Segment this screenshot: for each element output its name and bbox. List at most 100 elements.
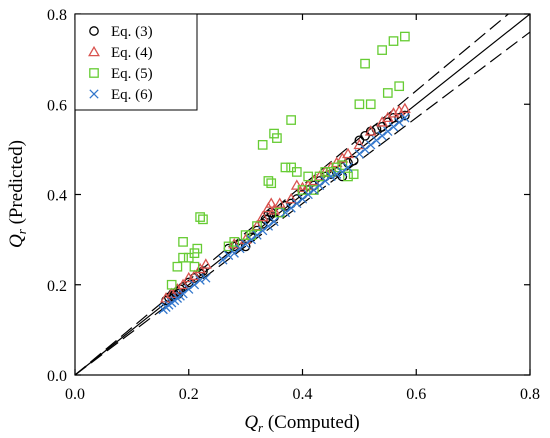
data-point bbox=[240, 230, 251, 240]
data-point bbox=[188, 269, 201, 280]
data-point bbox=[258, 225, 268, 236]
data-point bbox=[398, 102, 411, 114]
x-axis-label-text: (Computed) bbox=[263, 412, 360, 433]
data-point bbox=[331, 169, 342, 179]
data-point bbox=[394, 81, 405, 92]
legend-label: Eq. (5) bbox=[111, 66, 153, 82]
data-point bbox=[337, 167, 347, 177]
data-point bbox=[382, 88, 393, 98]
legend-label: Eq. (3) bbox=[111, 24, 153, 40]
data-point bbox=[265, 197, 278, 208]
data-point bbox=[172, 261, 183, 272]
data-point bbox=[360, 58, 370, 69]
data-point bbox=[189, 280, 200, 290]
data-point bbox=[273, 197, 286, 208]
data-point bbox=[314, 180, 325, 191]
data-point bbox=[177, 278, 190, 290]
legend-marker-circle bbox=[89, 26, 99, 36]
legend-item: Eq. (6) bbox=[89, 87, 153, 103]
data-point bbox=[199, 258, 212, 269]
data-point bbox=[353, 138, 366, 150]
y-tick-label: 0.6 bbox=[47, 97, 67, 114]
data-point bbox=[400, 110, 410, 121]
data-point bbox=[252, 221, 262, 231]
legend-label: Eq. (6) bbox=[111, 87, 153, 103]
data-point bbox=[201, 273, 211, 283]
data-point bbox=[166, 279, 177, 290]
legend-box bbox=[74, 13, 198, 111]
x-tick-label: 0.2 bbox=[179, 386, 199, 403]
x-tick-label: 0.8 bbox=[520, 386, 540, 403]
data-point bbox=[195, 212, 205, 222]
data-point bbox=[246, 234, 256, 245]
y-axis-label: Qr (Predicted) bbox=[6, 140, 29, 248]
data-point bbox=[223, 250, 234, 261]
legend-item: Eq. (3) bbox=[89, 24, 153, 40]
data-point bbox=[178, 252, 188, 263]
data-point bbox=[400, 113, 410, 123]
legend-marker-triangle bbox=[88, 45, 100, 57]
data-point bbox=[286, 203, 296, 213]
data-point bbox=[266, 178, 277, 189]
x-tick-label: 0.6 bbox=[406, 386, 426, 403]
data-point bbox=[342, 147, 354, 159]
data-point bbox=[371, 135, 382, 146]
data-point bbox=[388, 36, 399, 46]
y-axis-label-symbol: Q bbox=[6, 234, 27, 248]
data-points bbox=[158, 31, 411, 315]
data-point bbox=[198, 214, 208, 225]
data-point bbox=[343, 162, 353, 173]
data-point bbox=[331, 162, 342, 173]
data-point bbox=[292, 198, 302, 209]
data-point bbox=[285, 192, 298, 204]
y-axis-label-text: (Predicted) bbox=[6, 140, 27, 229]
data-point bbox=[291, 167, 302, 177]
data-point bbox=[229, 237, 240, 247]
reference-line-2 bbox=[74, 31, 531, 376]
data-point bbox=[228, 237, 241, 249]
data-point bbox=[178, 289, 188, 299]
series-2-points bbox=[160, 102, 411, 303]
y-tick-label: 0.2 bbox=[47, 278, 67, 295]
data-point bbox=[272, 133, 282, 143]
data-point bbox=[360, 144, 370, 155]
x-tick-label: 0.0 bbox=[65, 386, 85, 403]
data-point bbox=[354, 99, 365, 110]
data-point bbox=[309, 185, 319, 195]
y-tick-label: 0.8 bbox=[47, 7, 67, 24]
x-axis-label: Qr (Computed) bbox=[244, 412, 359, 435]
data-point bbox=[303, 189, 313, 200]
data-point bbox=[354, 149, 365, 159]
data-point bbox=[297, 185, 308, 195]
series-4-points bbox=[158, 113, 410, 315]
data-point bbox=[252, 230, 262, 240]
y-axis-label-subscript: r bbox=[14, 228, 29, 234]
data-point bbox=[377, 131, 387, 141]
data-point bbox=[274, 207, 285, 218]
data-point bbox=[343, 171, 353, 182]
data-point bbox=[366, 140, 376, 150]
data-point bbox=[189, 261, 200, 272]
data-point bbox=[240, 239, 251, 249]
legend-item: Eq. (5) bbox=[89, 66, 153, 82]
data-point bbox=[280, 162, 291, 173]
data-point bbox=[320, 176, 330, 186]
data-point bbox=[256, 210, 269, 222]
y-tick-label: 0.0 bbox=[47, 368, 67, 385]
data-point bbox=[297, 194, 308, 204]
data-point bbox=[195, 275, 205, 285]
data-point bbox=[229, 248, 239, 258]
data-point bbox=[290, 179, 303, 190]
legend-label: Eq. (4) bbox=[111, 45, 153, 61]
data-point bbox=[348, 169, 359, 180]
data-point bbox=[235, 243, 245, 254]
data-point bbox=[377, 45, 387, 55]
x-axis-label-subscript: r bbox=[258, 420, 264, 435]
data-point bbox=[303, 171, 314, 182]
legend-item: Eq. (4) bbox=[88, 45, 153, 61]
x-axis-label-symbol: Q bbox=[244, 412, 258, 433]
data-point bbox=[268, 204, 281, 215]
data-point bbox=[309, 185, 319, 195]
data-point bbox=[280, 207, 291, 218]
